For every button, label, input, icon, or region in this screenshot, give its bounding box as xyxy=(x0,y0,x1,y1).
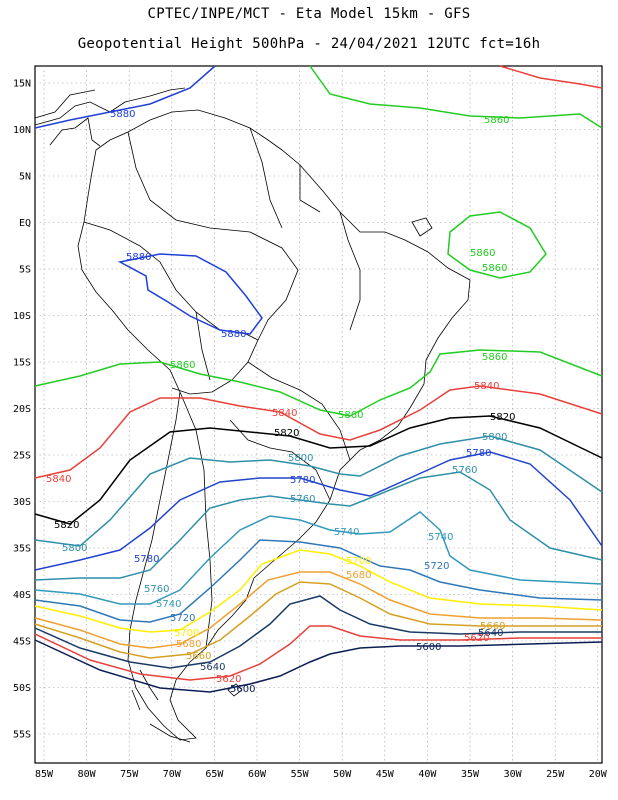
lat-tick-label: 30S xyxy=(13,497,31,508)
lat-tick-label: 10N xyxy=(13,125,31,136)
contour-label-5780: 5780 xyxy=(134,554,159,565)
lat-tick-label: EQ xyxy=(19,218,31,229)
contours xyxy=(34,65,603,693)
contour-label-5680: 5680 xyxy=(176,639,201,650)
lon-tick-label: 80W xyxy=(78,769,97,780)
lon-tick-label: 45W xyxy=(376,769,395,780)
contour-5680 xyxy=(34,571,603,649)
contour-5860 xyxy=(447,211,547,279)
contour-label-5700: 5700 xyxy=(346,556,371,567)
contour-5700 xyxy=(34,549,603,633)
lon-tick-label: 70W xyxy=(163,769,182,780)
contour-label-5660: 5660 xyxy=(480,621,505,632)
contour-label-5640: 5640 xyxy=(478,628,503,639)
contour-5860 xyxy=(309,65,603,129)
contour-5740 xyxy=(34,511,603,605)
lat-tick-label: 50S xyxy=(13,683,31,694)
contour-label-5860: 5860 xyxy=(338,410,363,421)
contour-label-5820: 5820 xyxy=(490,412,515,423)
contour-label-5740: 5740 xyxy=(156,599,181,610)
lon-tick-label: 60W xyxy=(248,769,267,780)
lon-tick-label: 50W xyxy=(333,769,352,780)
latitude-labels: 15N 10N 5N EQ 5S 10S 15S 20S 25S 30S 35S 40S 45S 50S 5… xyxy=(13,79,31,741)
lon-tick-label: 20W xyxy=(589,769,608,780)
contour-5860 xyxy=(34,349,603,417)
contour-label-5780: 5780 xyxy=(290,475,315,486)
lat-tick-label: 20S xyxy=(13,404,31,415)
lat-tick-label: 5N xyxy=(19,172,31,183)
contour-label-5880: 5880 xyxy=(221,329,246,340)
contour-label-5860: 5860 xyxy=(484,115,509,126)
contour-label-5860: 5860 xyxy=(470,248,495,259)
contour-label-5880: 5880 xyxy=(110,109,135,120)
lon-tick-label: 55W xyxy=(291,769,310,780)
lon-tick-label: 30W xyxy=(504,769,523,780)
lat-tick-label: 15N xyxy=(13,79,31,90)
map-subtitle: Geopotential Height 500hPa - 24/04/2021 … xyxy=(77,36,541,52)
contour-label-5820: 5820 xyxy=(274,428,299,439)
contour-5760 xyxy=(34,471,603,581)
contour-label-5860: 5860 xyxy=(170,360,195,371)
contour-label-5620: 5620 xyxy=(216,674,241,685)
contour-label-5700: 5700 xyxy=(174,628,199,639)
lon-tick-label: 75W xyxy=(120,769,139,780)
lat-tick-label: 40S xyxy=(13,590,31,601)
contour-label-5820: 5820 xyxy=(54,520,79,531)
lat-tick-label: 35S xyxy=(13,544,31,555)
contour-label-5720: 5720 xyxy=(424,561,449,572)
contour-label-5840: 5840 xyxy=(474,381,499,392)
contour-label-5860: 5860 xyxy=(482,352,507,363)
contour-5840 xyxy=(499,65,603,89)
contour-label-5760: 5760 xyxy=(452,465,477,476)
contour-label-5720: 5720 xyxy=(170,613,195,624)
contour-5800 xyxy=(34,435,603,547)
contour-label-5680: 5680 xyxy=(346,570,371,581)
lon-tick-label: 25W xyxy=(546,769,565,780)
contour-label-5840: 5840 xyxy=(272,408,297,419)
contour-label-5800: 5800 xyxy=(62,543,87,554)
lon-tick-label: 65W xyxy=(205,769,224,780)
contour-label-5800: 5800 xyxy=(482,432,507,443)
lat-tick-label: 55S xyxy=(13,730,31,741)
contour-label-5740: 5740 xyxy=(428,532,453,543)
graticule xyxy=(35,66,602,763)
contour-5840 xyxy=(34,385,603,479)
lon-tick-label: 35W xyxy=(461,769,480,780)
contour-label-5800: 5800 xyxy=(288,453,313,464)
contour-5780 xyxy=(34,451,603,571)
lat-tick-label: 15S xyxy=(13,358,31,369)
lat-tick-label: 25S xyxy=(13,451,31,462)
contour-label-5740: 5740 xyxy=(334,527,359,538)
contour-label-5620: 5620 xyxy=(464,633,489,644)
lat-tick-label: 10S xyxy=(13,311,31,322)
lat-tick-label: 45S xyxy=(13,637,31,648)
contour-label-5880: 5880 xyxy=(126,252,151,263)
contour-5620 xyxy=(34,625,602,681)
contour-label-5780: 5780 xyxy=(466,448,491,459)
contour-label-5640: 5640 xyxy=(200,662,225,673)
lon-tick-label: 40W xyxy=(418,769,437,780)
contour-5880 xyxy=(117,253,263,335)
contour-label-5840: 5840 xyxy=(46,474,71,485)
contour-5660 xyxy=(34,581,602,659)
lon-tick-label: 85W xyxy=(35,769,54,780)
coastlines xyxy=(34,87,471,743)
contour-label-5600: 5600 xyxy=(416,642,441,653)
contour-label-5860: 5860 xyxy=(482,263,507,274)
contour-label-5760: 5760 xyxy=(144,584,169,595)
contour-5880 xyxy=(34,65,216,129)
contour-label-5760: 5760 xyxy=(290,494,315,505)
contour-5720 xyxy=(34,539,603,623)
contour-labels: 5880 5880 5880 5860 5860 5860 5860 5860 … xyxy=(46,109,515,695)
contour-5640 xyxy=(34,595,602,669)
map-title: CPTEC/INPE/MCT - Eta Model 15km - GFS xyxy=(147,6,471,22)
contour-5820 xyxy=(34,415,603,525)
contour-5600 xyxy=(34,639,603,693)
contour-label-5600: 5600 xyxy=(230,684,255,695)
longitude-labels: 85W 80W 75W 70W 65W 60W 55W 50W 45W 40W 35W 30W 25W 2… xyxy=(35,769,608,780)
lat-tick-label: 5S xyxy=(19,265,31,276)
contour-label-5660: 5660 xyxy=(186,651,211,662)
